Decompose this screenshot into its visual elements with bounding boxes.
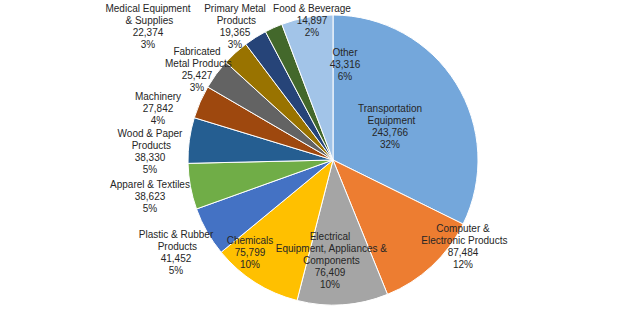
category-label: Computer & Electronic Products: [419, 223, 508, 246]
category-label: Plastic & Rubber Products: [139, 229, 214, 252]
chart-container: Transportation Equipment243,76632% Comput…: [0, 0, 620, 325]
percent-label: 5%: [143, 164, 158, 175]
percent-label: 2%: [305, 27, 320, 38]
value-label: 27,842: [143, 103, 174, 114]
value-label: 38,330: [135, 152, 166, 163]
label-line: Fabricated: [173, 46, 220, 57]
label-line: Products: [129, 140, 171, 151]
value-label: 243,766: [372, 127, 409, 138]
label-line: Machinery: [135, 91, 181, 102]
category-label: Fabricated Metal Products: [162, 46, 231, 69]
value-label: 38,623: [135, 191, 166, 202]
category-label: Machinery: [135, 91, 181, 102]
percent-label: 10%: [240, 259, 260, 270]
percent-label: 4%: [151, 115, 166, 126]
category-label: Wood & Paper Products: [118, 128, 184, 151]
category-label: Transportation Equipment: [358, 103, 422, 126]
value-label: 75,799: [235, 247, 266, 258]
value-label: 14,897: [297, 15, 328, 26]
pie-slice: [282, 15, 333, 160]
value-label: 87,484: [448, 247, 479, 258]
category-label: Medical Equipment & Supplies: [105, 3, 190, 26]
value-label: 22,374: [133, 27, 164, 38]
category-label: Chemicals: [227, 235, 274, 246]
data-labels: Transportation Equipment243,76632% Comput…: [105, 3, 507, 290]
label-line: Medical Equipment: [105, 3, 190, 14]
label-line: Equipment, Appliances &: [273, 243, 387, 254]
percent-label: 5%: [143, 203, 158, 214]
label-line: Metal Products: [162, 58, 231, 69]
percent-label: 10%: [320, 279, 340, 290]
label-line: Components: [300, 255, 359, 266]
label-line: Electronic Products: [419, 235, 508, 246]
pie-chart: Transportation Equipment243,76632% Comput…: [0, 0, 620, 325]
pie-slice: [188, 160, 333, 209]
label-line: Plastic & Rubber: [139, 229, 214, 240]
value-label: 41,452: [161, 253, 192, 264]
category-label: Electrical Equipment, Appliances & Compo…: [273, 231, 387, 266]
label-line: & Supplies: [123, 15, 174, 26]
label-line: Food & Beverage: [273, 3, 351, 14]
category-label: Other: [332, 47, 358, 58]
percent-label: 3%: [141, 39, 156, 50]
percent-label: 5%: [169, 265, 184, 276]
label-line: Transportation: [358, 103, 422, 114]
percent-label: 6%: [338, 71, 353, 82]
value-label: 76,409: [315, 267, 346, 278]
value-label: 19,365: [220, 27, 251, 38]
label-line: Electrical: [310, 231, 351, 242]
label-line: Apparel & Textiles: [110, 179, 190, 190]
category-label: Apparel & Textiles: [110, 179, 190, 190]
label-line: Computer &: [436, 223, 490, 234]
label-line: Chemicals: [227, 235, 274, 246]
value-label: 25,427: [182, 70, 213, 81]
label-line: Other: [332, 47, 358, 58]
percent-label: 12%: [453, 259, 473, 270]
percent-label: 32%: [380, 139, 400, 150]
category-label: Food & Beverage: [273, 3, 351, 14]
label-line: Equipment: [365, 115, 416, 126]
percent-label: 3%: [228, 39, 243, 50]
label-line: Primary Metal: [204, 3, 266, 14]
percent-label: 3%: [190, 82, 205, 93]
label-line: Products: [214, 15, 256, 26]
label-line: Products: [155, 241, 197, 252]
value-label: 43,316: [330, 59, 361, 70]
category-label: Primary Metal Products: [204, 3, 266, 26]
label-line: Wood & Paper: [118, 128, 184, 139]
